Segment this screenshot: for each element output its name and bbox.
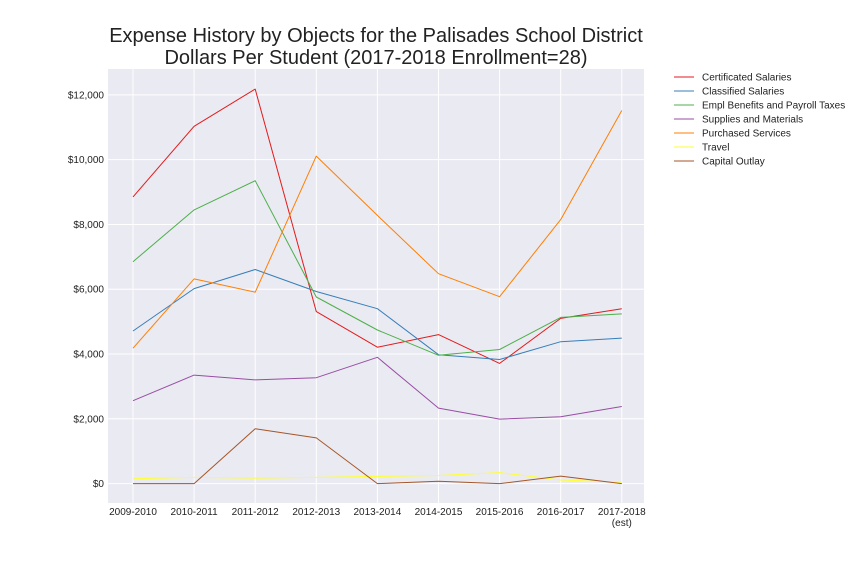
x-tick-note: (est) <box>612 518 632 529</box>
y-tick-label: $0 <box>93 479 105 490</box>
legend-label: Purchased Services <box>702 129 791 140</box>
series-line-6 <box>133 428 622 485</box>
x-tick-label: 2017-2018 <box>598 507 646 518</box>
y-tick-label: $4,000 <box>73 350 104 361</box>
y-tick-label: $8,000 <box>73 220 104 231</box>
x-tick-label: 2009-2010 <box>109 507 157 518</box>
legend-item: Certificated Salaries <box>674 73 791 84</box>
x-tick-label: 2014-2015 <box>415 507 463 518</box>
legend-item: Travel <box>674 143 729 154</box>
legend-item: Empl Benefits and Payroll Taxes <box>674 101 845 112</box>
y-tick-label: $12,000 <box>68 90 105 101</box>
series-line-4 <box>132 110 623 349</box>
series-lines <box>132 88 623 485</box>
chart-subtitle: Dollars Per Student (2017-2018 Enrollmen… <box>164 47 587 69</box>
chart-title: Expense History by Objects for the Palis… <box>109 25 643 47</box>
x-tick-label: 2010-2011 <box>171 507 219 518</box>
series-line-1 <box>132 269 622 360</box>
x-axis-ticks: 2009-2010 2010-2011 2011-2012 2012-2013 2013… <box>109 507 646 529</box>
x-tick-label: 2015-2016 <box>476 507 524 518</box>
series-line-2 <box>132 180 622 356</box>
legend-label: Empl Benefits and Payroll Taxes <box>702 101 845 112</box>
series-line-5 <box>132 472 622 483</box>
legend-item: Capital Outlay <box>674 157 765 168</box>
legend-item: Classified Salaries <box>674 87 784 98</box>
x-tick-label: 2013-2014 <box>353 507 401 518</box>
grid <box>108 69 644 503</box>
legend-label: Certificated Salaries <box>702 73 791 84</box>
x-tick-label: 2016-2017 <box>537 507 585 518</box>
plot-area <box>108 69 644 503</box>
series-line-3 <box>132 356 622 420</box>
legend-item: Purchased Services <box>674 129 791 140</box>
y-axis-ticks: $0 $2,000 $4,000 $6,000 $8,000 $10,000 $12,000 <box>68 90 105 490</box>
x-tick-label: 2012-2013 <box>292 507 340 518</box>
x-tick-label: 2011-2012 <box>232 507 280 518</box>
legend-label: Travel <box>702 143 729 154</box>
legend: Certificated Salaries Classified Salaries… <box>674 73 845 168</box>
legend-label: Capital Outlay <box>702 157 765 168</box>
legend-item: Supplies and Materials <box>674 115 803 126</box>
series-line-0 <box>132 88 622 364</box>
legend-label: Supplies and Materials <box>702 115 803 126</box>
legend-label: Classified Salaries <box>702 87 784 98</box>
y-tick-label: $10,000 <box>68 155 105 166</box>
y-tick-label: $2,000 <box>73 414 104 425</box>
y-tick-label: $6,000 <box>73 285 104 296</box>
